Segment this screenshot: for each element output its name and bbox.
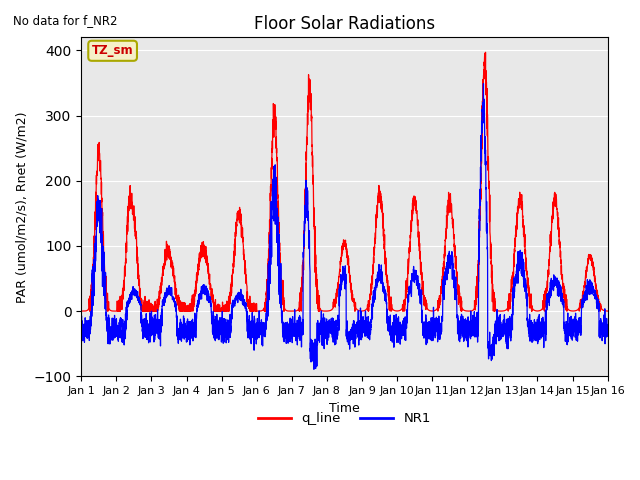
q_line	[482, 49, 490, 55]
NR1	[492, 332, 500, 338]
q_line	[77, 308, 85, 314]
Title: Floor Solar Radiations: Floor Solar Radiations	[254, 15, 435, 33]
Text: TZ_sm: TZ_sm	[92, 44, 133, 57]
NR1	[325, 335, 333, 340]
NR1	[77, 330, 85, 336]
q_line	[604, 308, 611, 314]
q_line	[463, 308, 470, 314]
Legend: q_line, NR1: q_line, NR1	[252, 407, 436, 431]
Line: NR1: NR1	[81, 84, 607, 369]
NR1	[310, 366, 318, 372]
NR1	[479, 81, 487, 86]
Line: q_line: q_line	[81, 52, 607, 311]
q_line	[86, 308, 93, 314]
Text: No data for f_NR2: No data for f_NR2	[13, 14, 117, 27]
Y-axis label: PAR (umol/m2/s), Rnet (W/m2): PAR (umol/m2/s), Rnet (W/m2)	[15, 111, 28, 302]
q_line	[433, 306, 441, 312]
q_line	[325, 308, 333, 314]
q_line	[604, 308, 611, 314]
NR1	[604, 333, 611, 338]
q_line	[492, 307, 500, 313]
NR1	[463, 326, 470, 332]
X-axis label: Time: Time	[329, 402, 360, 415]
NR1	[433, 316, 441, 322]
NR1	[172, 301, 180, 307]
q_line	[172, 293, 180, 299]
NR1	[604, 324, 611, 329]
